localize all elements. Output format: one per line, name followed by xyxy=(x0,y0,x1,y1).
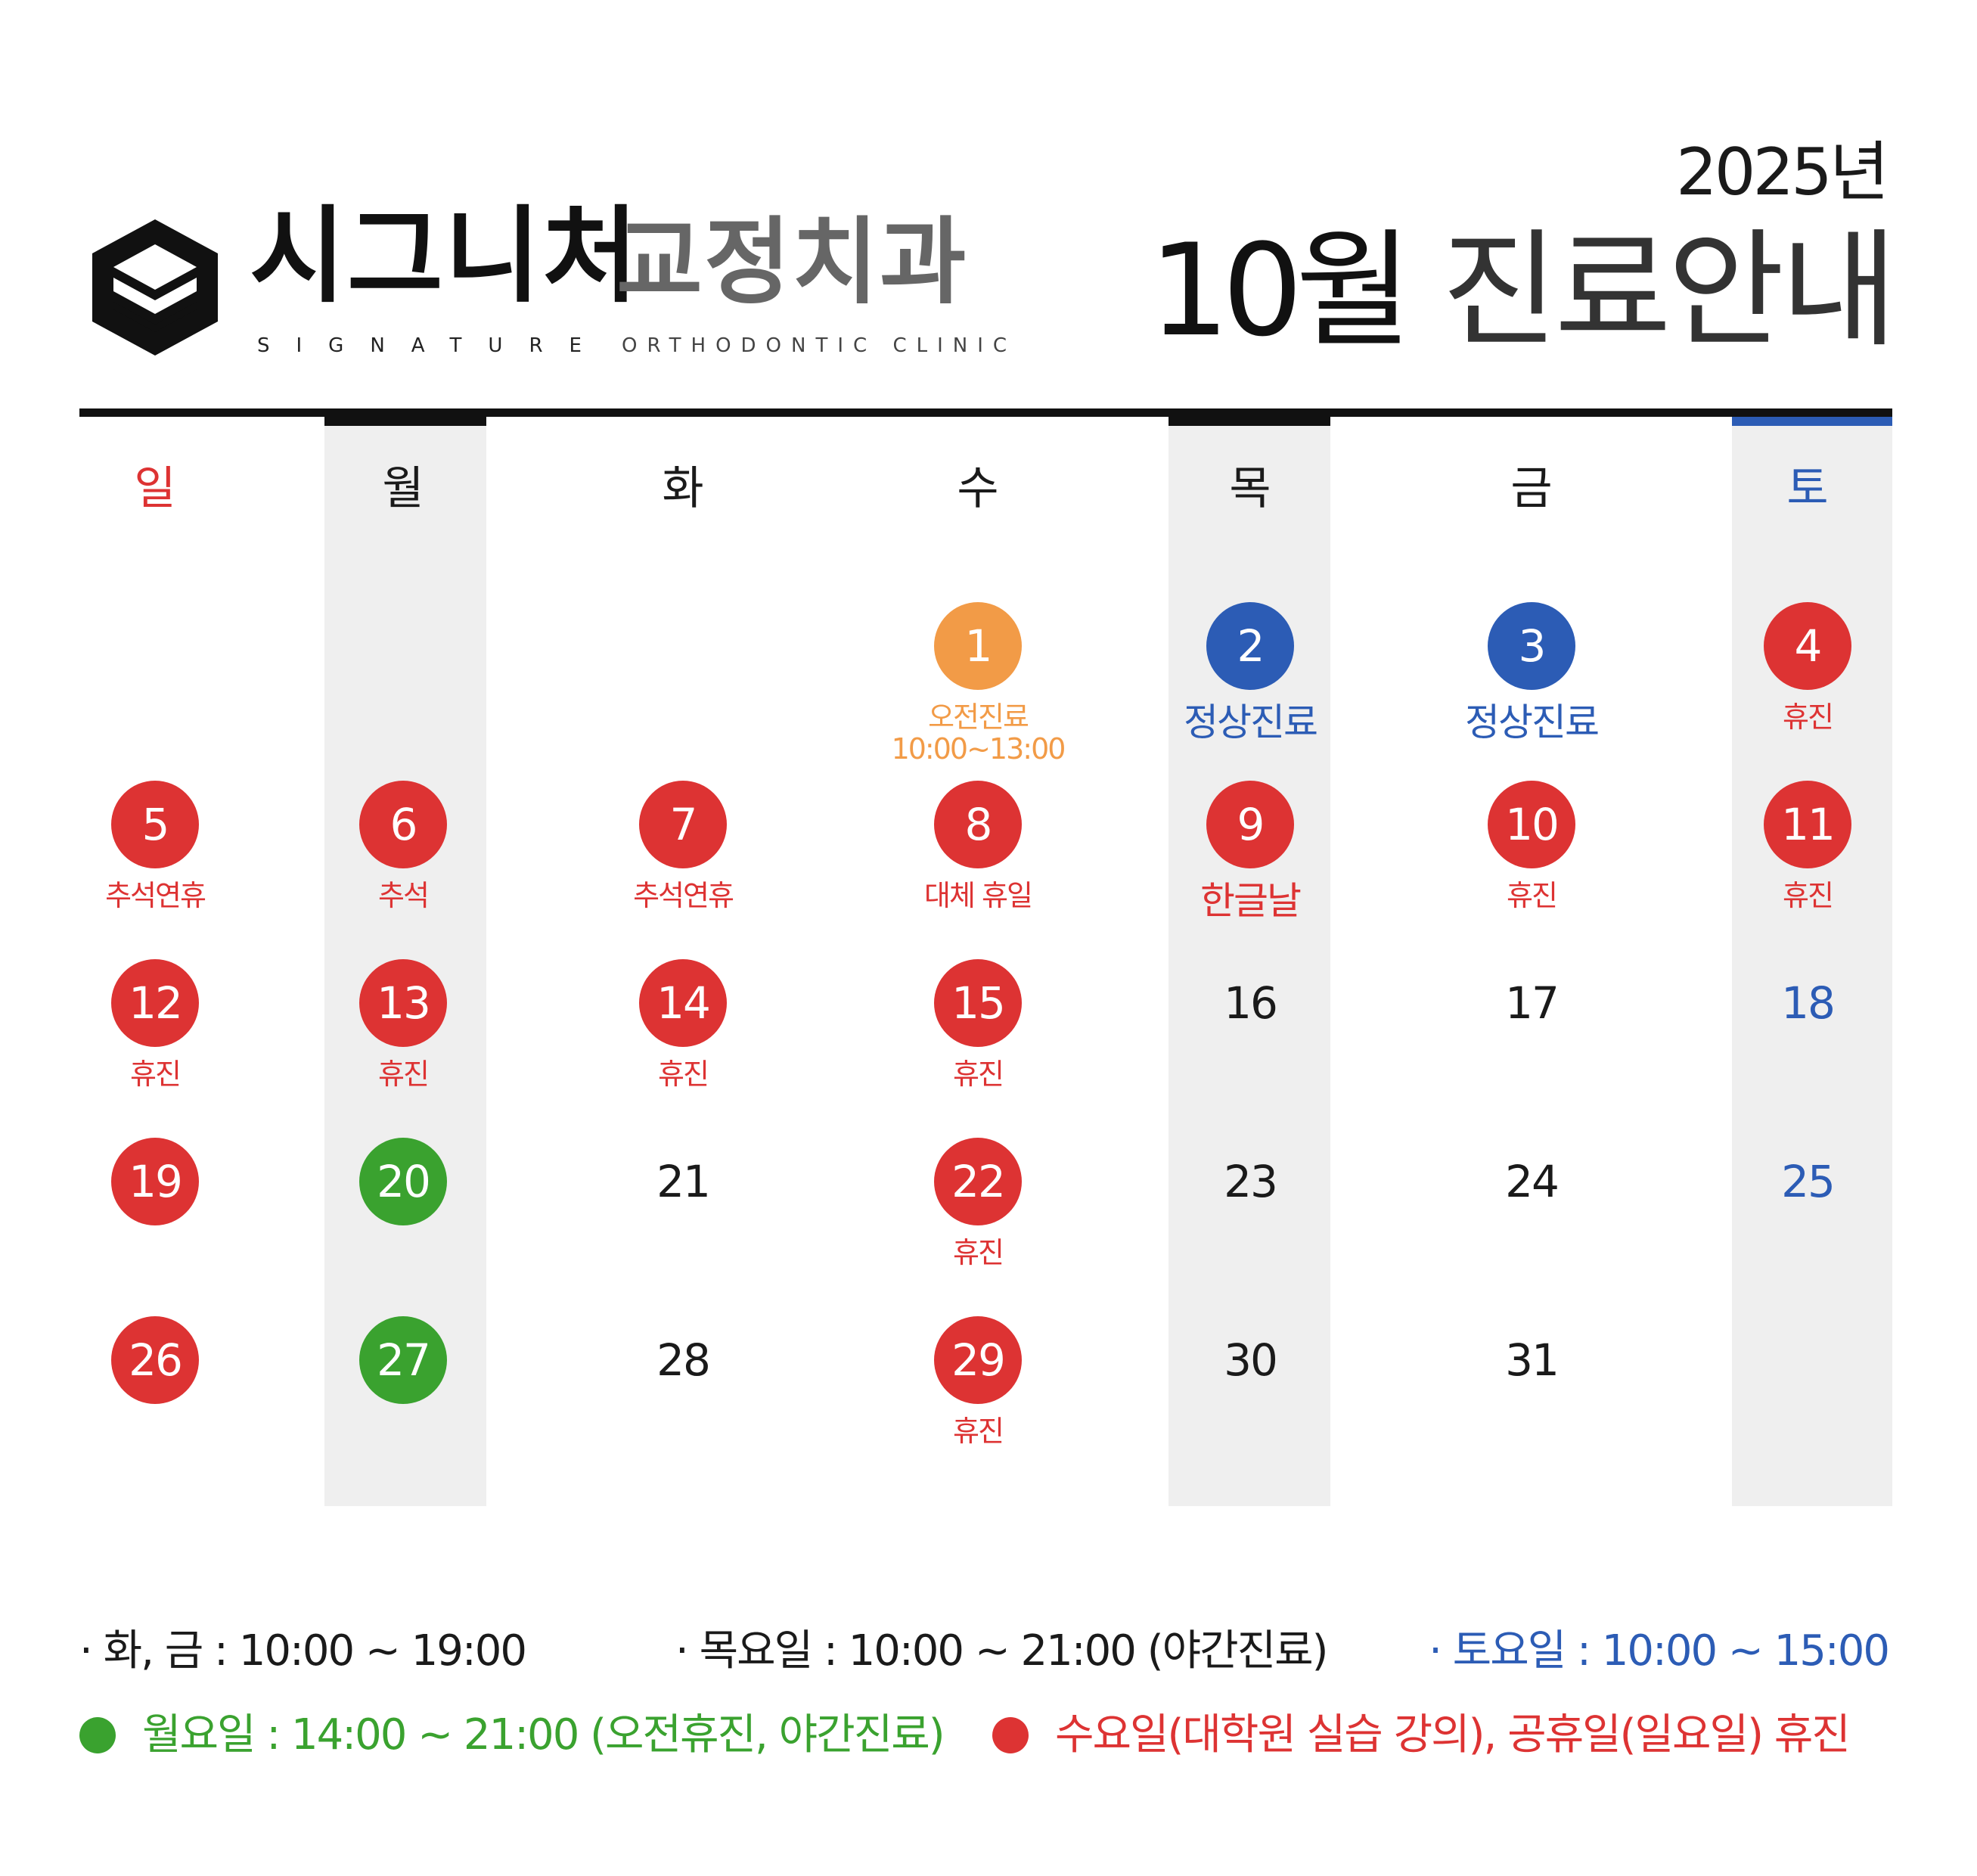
calendar-day-8: 8 xyxy=(934,781,1022,868)
page-title: 10월 진료안내 xyxy=(1149,227,1898,354)
weekday-column-shade xyxy=(1732,417,1892,1506)
legend-thu-hours: · 목요일 : 10:00 ~ 21:00 (야간진료) xyxy=(675,1626,1328,1676)
calendar-day-1: 1 xyxy=(934,602,1022,690)
calendar-day-note: 휴진 xyxy=(953,1415,1004,1448)
weekday-header: 화 xyxy=(662,462,704,515)
calendar-day-note: 정상진료 xyxy=(1465,700,1600,744)
calendar-day-17: 17 xyxy=(1505,977,1560,1029)
green-dot-icon xyxy=(79,1717,116,1753)
calendar-day-9: 9 xyxy=(1206,781,1294,868)
calendar-day-18: 18 xyxy=(1781,977,1836,1029)
calendar-day-21: 21 xyxy=(656,1156,711,1207)
red-dot-icon xyxy=(992,1717,1029,1753)
brand-subtitle-korean: 교정치과 xyxy=(616,208,968,317)
title-month: 10월 xyxy=(1149,216,1412,365)
calendar-day-note: 한글날 xyxy=(1200,879,1302,923)
weekday-header: 금 xyxy=(1510,462,1553,515)
calendar-day-note: 휴진 xyxy=(1507,879,1558,912)
weekday-column-bar xyxy=(324,417,486,426)
weekday-header: 토 xyxy=(1786,462,1829,515)
year-label: 2025년 xyxy=(1676,135,1889,210)
calendar-day-note: 휴진 xyxy=(953,1236,1004,1269)
legend-sat-hours: · 토요일 : 10:00 ~ 15:00 xyxy=(1429,1626,1890,1676)
calendar-day-30: 30 xyxy=(1224,1334,1278,1386)
calendar-day-26: 26 xyxy=(111,1316,199,1404)
calendar-day-24: 24 xyxy=(1505,1156,1560,1207)
calendar-day-note: 추석 xyxy=(378,879,430,912)
calendar-day-13: 13 xyxy=(359,959,447,1047)
legend-holiday-closed: 수요일(대학원 실습 강의), 공휴일(일요일) 휴진 xyxy=(1055,1710,1851,1760)
calendar-day-note: 휴진 xyxy=(1783,879,1834,912)
brand-subtitle-english: ORTHODONTIC CLINIC xyxy=(622,334,1017,357)
calendar-day-7: 7 xyxy=(639,781,727,868)
calendar-day-note: 대체 휴일 xyxy=(924,879,1033,912)
calendar-day-27: 27 xyxy=(359,1316,447,1404)
calendar-day-15: 15 xyxy=(934,959,1022,1047)
calendar-day-10: 10 xyxy=(1488,781,1575,868)
calendar-day-22: 22 xyxy=(934,1138,1022,1225)
weekday-column-bar xyxy=(1169,417,1330,426)
calendar-day-note: 휴진 xyxy=(953,1058,1004,1091)
weekday-column-bar xyxy=(1732,417,1892,426)
calendar-day-12: 12 xyxy=(111,959,199,1047)
weekday-header: 수 xyxy=(957,462,999,515)
calendar-day-28: 28 xyxy=(656,1334,711,1386)
calendar-day-5: 5 xyxy=(111,781,199,868)
calendar-day-note: 휴진 xyxy=(130,1058,182,1091)
calendar-day-25: 25 xyxy=(1781,1156,1836,1207)
calendar-top-rule xyxy=(79,408,1892,417)
calendar-day-note: 추석연휴 xyxy=(105,879,206,912)
legend-tue-fri-hours: · 화, 금 : 10:00 ~ 19:00 xyxy=(79,1626,527,1676)
calendar-day-20: 20 xyxy=(359,1138,447,1225)
calendar-day-note: 추석연휴 xyxy=(633,879,734,912)
clinic-logo-icon xyxy=(92,219,218,356)
calendar-day-note: 휴진 xyxy=(1783,700,1834,734)
calendar-day-16: 16 xyxy=(1224,977,1278,1029)
calendar-day-2: 2 xyxy=(1206,602,1294,690)
calendar-day-23: 23 xyxy=(1224,1156,1278,1207)
weekday-header: 월 xyxy=(382,462,424,515)
calendar-day-6: 6 xyxy=(359,781,447,868)
calendar-day-note: 휴진 xyxy=(658,1058,709,1091)
weekday-header: 일 xyxy=(134,462,176,515)
calendar-day-3: 3 xyxy=(1488,602,1575,690)
brand-name-korean: 시그니처 xyxy=(250,195,640,317)
calendar-day-note: 오전진료 10:00~13:00 xyxy=(891,700,1066,766)
calendar-day-29: 29 xyxy=(934,1316,1022,1404)
weekday-header: 목 xyxy=(1229,462,1271,515)
title-text: 진료안내 xyxy=(1441,216,1898,365)
calendar-day-11: 11 xyxy=(1764,781,1851,868)
calendar-day-14: 14 xyxy=(639,959,727,1047)
legend-mon-hours: 월요일 : 14:00 ~ 21:00 (오전휴진, 야간진료) xyxy=(142,1710,945,1760)
calendar-day-4: 4 xyxy=(1764,602,1851,690)
calendar-day-note: 휴진 xyxy=(378,1058,430,1091)
brand-name-english: SIGNATURE xyxy=(257,334,608,357)
calendar-day-19: 19 xyxy=(111,1138,199,1225)
calendar-day-31: 31 xyxy=(1505,1334,1560,1386)
weekday-column-shade xyxy=(1169,417,1330,1506)
calendar-day-note: 정상진료 xyxy=(1184,700,1318,744)
